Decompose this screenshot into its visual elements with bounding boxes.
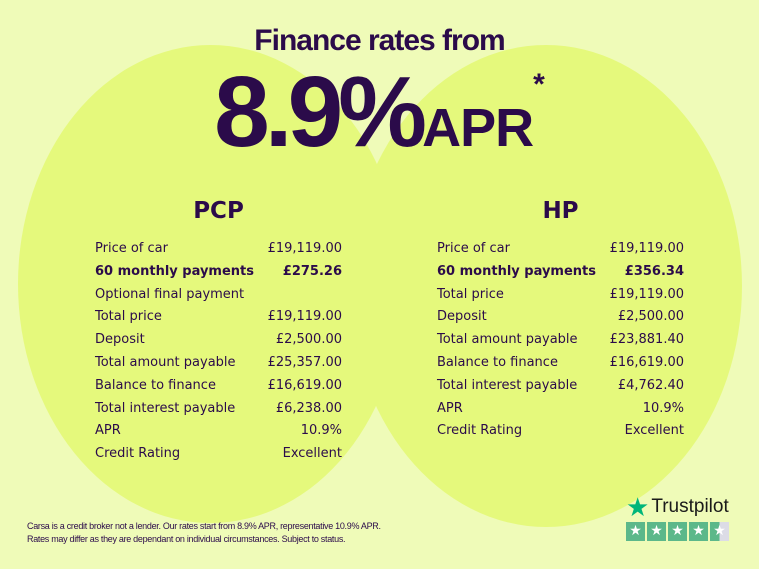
table-row: Credit Rating Excellent xyxy=(95,443,342,466)
pcp-table: PCP Price of car £19,119.00 60 monthly pay… xyxy=(95,198,342,466)
row-value: £19,119.00 xyxy=(267,309,342,325)
row-label: Total interest payable xyxy=(95,400,236,416)
table-row: Total amount payable £23,881.40 xyxy=(437,329,684,352)
table-row: 60 monthly payments £356.34 xyxy=(437,261,684,284)
table-row: APR 10.9% xyxy=(95,420,342,443)
trustpilot-rating: ★ ★ ★ ★ ★ xyxy=(626,522,729,541)
table-row: Price of car £19,119.00 xyxy=(437,238,684,261)
row-label: Credit Rating xyxy=(437,423,523,439)
row-value: £275.26 xyxy=(282,263,342,279)
star-icon: ★ xyxy=(689,522,708,541)
star-icon: ★ xyxy=(626,522,645,541)
asterisk: * xyxy=(533,68,545,101)
table-row: Total price £19,119.00 xyxy=(95,306,342,329)
trustpilot-star-icon: ★ xyxy=(626,491,650,522)
rate-value: 8.9% xyxy=(214,56,427,168)
row-value: £6,238.00 xyxy=(275,400,342,416)
row-label: Total interest payable xyxy=(437,377,578,393)
row-value: £19,119.00 xyxy=(609,241,684,256)
table-row: Total interest payable £4,762.40 xyxy=(437,375,684,398)
hp-title: HP xyxy=(542,198,579,224)
row-label: Total amount payable xyxy=(437,332,578,348)
table-row: Total interest payable £6,238.00 xyxy=(95,398,342,421)
table-row: Total amount payable £25,357.00 xyxy=(95,352,342,375)
row-label: Credit Rating xyxy=(95,446,181,462)
table-row: Credit Rating Excellent xyxy=(437,420,684,443)
hp-table: HP Price of car £19,119.00 60 monthly paym… xyxy=(437,198,684,443)
disclaimer-line-2: Rates may differ as they are dependant o… xyxy=(27,534,346,544)
row-label: Deposit xyxy=(95,332,145,348)
table-row: 60 monthly payments £275.26 xyxy=(95,261,342,284)
background-circle-left xyxy=(18,45,403,523)
star-icon: ★ xyxy=(647,522,666,541)
row-value: £4,762.40 xyxy=(617,377,684,393)
row-value: 10.9% xyxy=(300,423,342,439)
row-value: £23,881.40 xyxy=(609,332,684,348)
row-label: APR xyxy=(437,400,463,416)
row-label: 60 monthly payments xyxy=(437,263,596,279)
table-row: Deposit £2,500.00 xyxy=(95,329,342,352)
star-icon: ★ xyxy=(668,522,687,541)
row-label: APR xyxy=(95,423,121,439)
row-value: Excellent xyxy=(624,423,684,439)
row-label: Price of car xyxy=(437,241,510,256)
row-label: Price of car xyxy=(95,241,168,256)
row-value: £2,500.00 xyxy=(617,309,684,325)
table-row: Optional final payment xyxy=(95,284,342,307)
table-row: Deposit £2,500.00 xyxy=(437,306,684,329)
row-label: 60 monthly payments xyxy=(95,263,254,279)
row-value: £25,357.00 xyxy=(267,354,342,370)
row-value: £16,619.00 xyxy=(609,354,684,370)
row-value: £356.34 xyxy=(624,263,684,279)
row-value: Excellent xyxy=(282,446,342,462)
trustpilot-badge[interactable]: ★ Trustpilot ★ ★ ★ ★ ★ xyxy=(626,491,729,541)
background-circle-right xyxy=(350,45,742,527)
row-label: Optional final payment xyxy=(95,286,245,302)
disclaimer-line-1: Carsa is a credit broker not a lender. O… xyxy=(27,521,381,531)
half-star-icon: ★ xyxy=(710,522,729,541)
row-label: Total price xyxy=(95,309,162,325)
headline: Finance rates from xyxy=(254,24,505,57)
table-row: Balance to finance £16,619.00 xyxy=(437,352,684,375)
row-label: Balance to finance xyxy=(95,377,216,393)
table-row: Balance to finance £16,619.00 xyxy=(95,375,342,398)
table-row: APR 10.9% xyxy=(437,398,684,421)
row-label: Total amount payable xyxy=(95,354,236,370)
table-row: Total price £19,119.00 xyxy=(437,284,684,307)
row-value: 10.9% xyxy=(642,400,684,416)
rate-display: 8.9%APR* xyxy=(0,62,759,162)
row-value: £16,619.00 xyxy=(267,377,342,393)
row-value: £19,119.00 xyxy=(267,241,342,256)
table-row: Price of car £19,119.00 xyxy=(95,238,342,261)
rate-suffix: APR xyxy=(422,98,534,158)
row-value: £19,119.00 xyxy=(609,286,684,302)
trustpilot-brand: Trustpilot xyxy=(651,496,729,517)
disclaimer: Carsa is a credit broker not a lender. O… xyxy=(27,520,381,546)
row-label: Total price xyxy=(437,286,504,302)
row-value: £2,500.00 xyxy=(275,332,342,348)
pcp-title: PCP xyxy=(193,198,244,224)
row-label: Balance to finance xyxy=(437,354,558,370)
row-label: Deposit xyxy=(437,309,487,325)
